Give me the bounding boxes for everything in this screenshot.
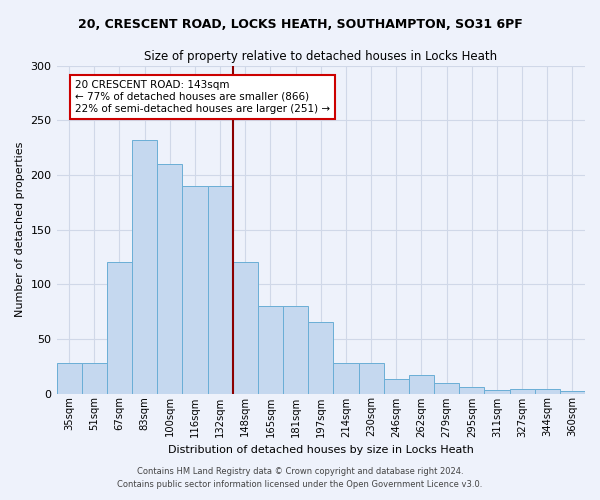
X-axis label: Distribution of detached houses by size in Locks Heath: Distribution of detached houses by size … <box>168 445 474 455</box>
Bar <box>56 363 82 394</box>
Bar <box>233 262 258 394</box>
Bar <box>258 306 283 394</box>
Bar <box>484 390 509 394</box>
Y-axis label: Number of detached properties: Number of detached properties <box>15 142 25 317</box>
Bar <box>182 186 208 394</box>
Bar <box>509 389 535 394</box>
Bar <box>535 389 560 394</box>
Bar <box>107 262 132 394</box>
Bar <box>82 363 107 394</box>
Bar <box>409 375 434 394</box>
Bar <box>157 164 182 394</box>
Bar <box>132 140 157 394</box>
Bar <box>560 392 585 394</box>
Bar <box>383 380 409 394</box>
Bar <box>434 382 459 394</box>
Bar <box>308 322 334 394</box>
Bar <box>459 387 484 394</box>
Bar <box>283 306 308 394</box>
Title: Size of property relative to detached houses in Locks Heath: Size of property relative to detached ho… <box>144 50 497 63</box>
Bar <box>334 363 359 394</box>
Text: Contains HM Land Registry data © Crown copyright and database right 2024.
Contai: Contains HM Land Registry data © Crown c… <box>118 468 482 489</box>
Text: 20 CRESCENT ROAD: 143sqm
← 77% of detached houses are smaller (866)
22% of semi-: 20 CRESCENT ROAD: 143sqm ← 77% of detach… <box>75 80 330 114</box>
Text: 20, CRESCENT ROAD, LOCKS HEATH, SOUTHAMPTON, SO31 6PF: 20, CRESCENT ROAD, LOCKS HEATH, SOUTHAMP… <box>77 18 523 30</box>
Bar <box>208 186 233 394</box>
Bar <box>359 363 383 394</box>
